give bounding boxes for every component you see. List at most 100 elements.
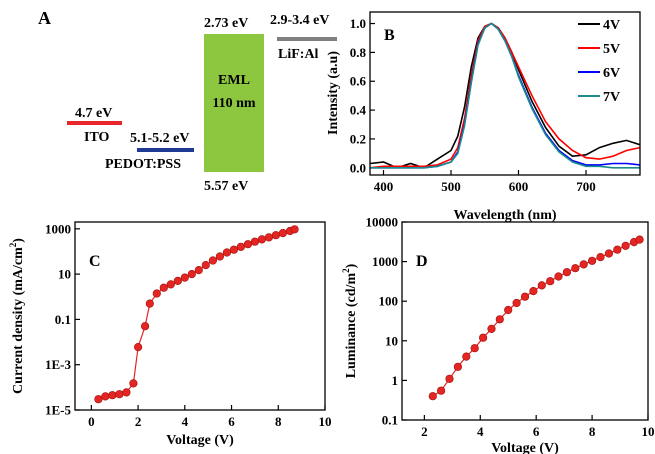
panel-c-frame <box>74 221 326 411</box>
legend-label: 6V <box>603 66 620 81</box>
data-point <box>470 344 479 353</box>
x-tick-label: 10 <box>319 414 332 429</box>
x-tick-label: 6 <box>533 424 540 439</box>
data-point <box>159 283 168 292</box>
data-point <box>479 333 488 342</box>
lif-energy: 2.9-3.4 eV <box>270 13 330 28</box>
y-tick-label: 0.1 <box>382 413 398 428</box>
eml-top-energy: 2.73 eV <box>204 16 248 31</box>
lif-label: LiF:Al <box>278 47 319 62</box>
x-tick-label: 4 <box>477 424 484 439</box>
data-point <box>229 245 238 254</box>
y-tick-label: 0.8 <box>350 45 367 60</box>
x-tick-label: 10 <box>642 424 655 439</box>
data-point <box>579 260 588 269</box>
data-point <box>504 305 513 315</box>
panel-c-lines <box>94 225 299 404</box>
panel-b-legend: 4V 5V 6V 7V <box>578 18 620 105</box>
y-tick-label: 100 <box>379 294 399 309</box>
data-point <box>264 233 274 242</box>
y-tick-label: 10 <box>58 267 71 282</box>
panel-d-label: D <box>416 253 428 270</box>
data-point <box>453 362 463 371</box>
panel-c: C 0 2 4 6 8 10 1E-5 1E-3 0.1 10 1000 Voltage (V) C… <box>8 221 332 448</box>
data-point <box>520 292 530 301</box>
data-point <box>250 237 259 246</box>
data-point <box>152 289 161 298</box>
x-tick-label: 4 <box>182 414 189 429</box>
data-point <box>215 252 224 261</box>
eml-layer <box>204 34 264 172</box>
eml-bottom-energy: 5.57 eV <box>204 179 248 194</box>
data-point <box>194 266 203 275</box>
data-line <box>98 228 295 400</box>
y-tick-label: 10000 <box>366 215 399 230</box>
series-line-7V <box>370 22 640 169</box>
panel-b: B 400 500 600 700 0.0 0.2 0.4 0.6 0.8 1.0 4V 5V 6V 7… <box>326 11 641 223</box>
y-tick-label: 0.6 <box>350 74 367 89</box>
x-tick-label: 2 <box>421 424 428 439</box>
data-point <box>445 374 454 383</box>
legend-label: 5V <box>603 42 620 57</box>
y-tick-label: 1000 <box>372 254 398 269</box>
data-point <box>236 242 245 251</box>
data-point <box>437 386 446 395</box>
panel-d-xlabel: Voltage (V) <box>491 441 559 454</box>
panel-b-lines <box>369 22 641 169</box>
y-tick-label: 10 <box>385 333 398 348</box>
y-tick-label: 1E-3 <box>45 357 72 372</box>
data-point <box>243 240 252 249</box>
y-tick-label: 0.4 <box>350 103 367 118</box>
pedot-level <box>137 148 194 152</box>
data-point <box>529 287 538 296</box>
y-tick-label: 1.0 <box>350 16 366 31</box>
x-tick-label: 8 <box>275 414 282 429</box>
data-point <box>546 277 555 286</box>
data-point <box>166 280 175 289</box>
data-point <box>635 235 644 244</box>
data-point <box>537 281 546 290</box>
data-point <box>173 276 182 286</box>
y-tick-label: 1 <box>392 373 399 388</box>
eml-thickness: 110 nm <box>212 96 256 111</box>
data-point <box>587 256 597 265</box>
data-point <box>613 245 622 254</box>
ito-energy: 4.7 eV <box>75 106 112 121</box>
data-point <box>101 392 110 401</box>
panel-a-label: A <box>38 8 51 28</box>
x-tick-label: 700 <box>576 179 596 194</box>
lif-level <box>277 37 337 41</box>
eml-name: EML <box>218 73 250 88</box>
data-point <box>108 391 117 400</box>
x-tick-label: 600 <box>509 179 529 194</box>
data-point <box>222 248 231 257</box>
panel-b-xlabel: Wavelength (nm) <box>453 208 556 223</box>
panel-c-xlabel: Voltage (V) <box>166 433 234 448</box>
data-point <box>462 352 471 361</box>
data-point <box>596 253 605 262</box>
data-point <box>278 229 288 238</box>
data-point <box>208 256 217 265</box>
pedot-energy: 5.1-5.2 eV <box>130 131 190 146</box>
x-tick-label: 6 <box>228 414 235 429</box>
legend-label: 7V <box>603 90 620 105</box>
data-point <box>487 324 496 334</box>
data-point <box>604 249 614 258</box>
pedot-label: PEDOT:PSS <box>105 157 181 172</box>
x-tick-label: 0 <box>88 414 95 429</box>
panel-d-frame <box>401 221 649 421</box>
data-point <box>180 273 189 282</box>
panel-d-ylabel: Luminance (cd/m2) <box>341 263 359 378</box>
panel-b-ylabel: Intensity (a.u) <box>326 51 341 135</box>
ito-label: ITO <box>84 130 110 145</box>
data-point <box>145 299 154 308</box>
data-point <box>122 388 131 397</box>
data-point <box>621 241 630 250</box>
data-point <box>271 231 281 240</box>
panel-d: D 2 4 6 8 10 0.1 1 10 100 1000 10000 Voltage (V) L… <box>341 215 655 454</box>
data-point <box>94 395 103 404</box>
x-tick-label: 8 <box>589 424 596 439</box>
data-point <box>495 315 504 324</box>
y-tick-label: 0.0 <box>350 160 366 175</box>
data-point <box>187 270 196 279</box>
